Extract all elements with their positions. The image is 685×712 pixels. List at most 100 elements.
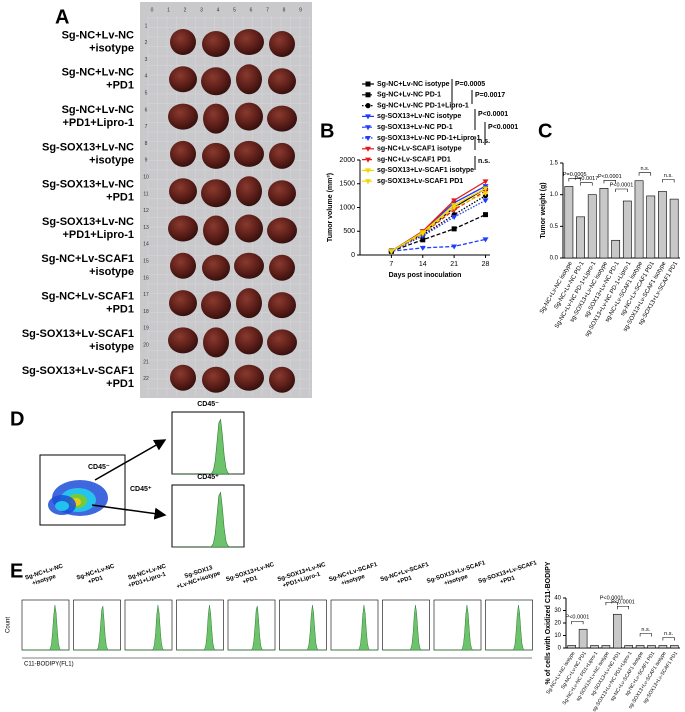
histogram-title: CD45⁻	[197, 401, 219, 408]
series-line	[391, 190, 486, 252]
ruler-number: 8	[283, 7, 286, 13]
group-label: +PD1	[242, 575, 259, 586]
series-line	[391, 180, 486, 252]
bar	[646, 195, 656, 259]
dot-cloud	[55, 501, 69, 511]
bar	[578, 628, 588, 649]
histogram-title: CD45⁺	[197, 474, 219, 481]
ruler-number: 6	[145, 107, 148, 113]
histogram-peak	[176, 605, 224, 651]
histogram-peak	[382, 605, 430, 651]
tumor	[202, 142, 230, 169]
group-label: Sg-NC+Lv-NC	[62, 29, 134, 41]
significance-label: P=0.0017	[575, 176, 599, 182]
bar	[622, 200, 632, 259]
tumor	[269, 31, 295, 57]
series-line	[391, 214, 486, 252]
tumor	[203, 215, 229, 246]
ruler-number: 7	[266, 7, 269, 13]
histogram-frame	[176, 599, 224, 651]
bar	[635, 645, 645, 649]
bar	[613, 613, 622, 649]
y-tick-label: 0	[558, 646, 562, 652]
histogram-peak	[228, 605, 275, 651]
marker	[482, 191, 489, 197]
legend-marker	[365, 114, 371, 120]
marker	[451, 226, 457, 232]
tumor	[168, 327, 198, 354]
panel-label: B	[320, 120, 334, 142]
y-axis-label: % of cells with Oxidized C11-BODIPY	[545, 561, 552, 684]
group-label: +PD1+Lipro-1	[62, 229, 134, 241]
histogram-peak	[172, 491, 244, 548]
histogram-frame	[73, 599, 121, 651]
marker	[482, 198, 489, 204]
tumor	[201, 179, 231, 208]
bar	[658, 191, 667, 259]
x-axis-label: Days post inoculation	[389, 272, 462, 279]
group-label: Sg-NC+Lv-NC	[62, 67, 134, 79]
tumor	[234, 140, 264, 167]
marker	[451, 205, 458, 211]
y-axis-label: Tumor weight (g)	[540, 182, 547, 238]
histogram-frame	[382, 599, 430, 651]
histogram-peak	[485, 605, 533, 651]
y-tick-label: 10	[554, 633, 561, 639]
series-line	[391, 195, 486, 252]
ruler-number: 3	[200, 7, 203, 13]
ruler-number: 21	[143, 359, 149, 365]
bar	[599, 188, 609, 259]
ruler-number: 13	[143, 225, 149, 231]
y-tick-label: 1.0	[550, 192, 559, 198]
legend-marker	[365, 168, 371, 174]
tumor	[236, 288, 262, 319]
y-tick-label: 2000	[339, 157, 355, 164]
ruler-number: 4	[145, 74, 148, 80]
bar	[587, 194, 597, 259]
tumor	[268, 292, 296, 319]
y-tick-label: 1.5	[550, 161, 559, 167]
marker	[388, 249, 395, 255]
tumor	[201, 67, 231, 96]
significance-label: P<0.0001	[488, 124, 518, 131]
ruler-number: 16	[143, 275, 149, 281]
y-tick-label: 30	[554, 608, 561, 614]
ruler-number: 6	[250, 7, 253, 13]
gate-label: CD45⁺	[130, 486, 152, 493]
tumor	[203, 103, 229, 134]
legend-label: Sg-NC+Lv-NC isotype	[377, 81, 450, 88]
y-axis-label: Count	[6, 617, 12, 633]
bracket	[615, 188, 628, 192]
x-tick-label: 21	[450, 261, 458, 268]
histogram-peak	[331, 605, 378, 651]
histogram-frame	[227, 599, 276, 651]
ruler-number: 18	[143, 309, 149, 315]
arrow	[91, 504, 167, 520]
x-tick-label: 7	[389, 261, 393, 268]
histogram-frame	[485, 599, 533, 651]
tumor	[168, 215, 198, 242]
significance-label: P=0.0005	[563, 172, 587, 178]
ruler-number: 1	[145, 23, 148, 29]
series-line	[391, 238, 486, 252]
y-tick-label: 1000	[339, 204, 355, 211]
bracket	[639, 633, 652, 637]
group-label: Sg-NC+Lv-NC	[62, 104, 134, 116]
bracket	[580, 182, 593, 186]
histogram-peak	[22, 605, 69, 651]
significance-label: P<0.0001	[598, 174, 622, 180]
legend-marker	[365, 146, 371, 152]
group-label: +PD1	[397, 575, 414, 586]
group-label: +PD1	[106, 80, 134, 92]
legend-label: sg-NC+Lv-SCAF1 PD1	[377, 156, 451, 163]
marker	[483, 212, 489, 218]
ruler-number: 5	[233, 7, 236, 13]
group-label: Sg-SOX13+Lv-SCAF1	[22, 365, 134, 377]
bar	[611, 239, 621, 259]
histogram-peak	[434, 605, 481, 651]
tumor	[170, 252, 196, 279]
tumor	[169, 178, 197, 205]
y-tick-label: 0.0	[550, 256, 559, 262]
bracket	[638, 172, 652, 176]
ruler-number: 2	[184, 7, 187, 13]
